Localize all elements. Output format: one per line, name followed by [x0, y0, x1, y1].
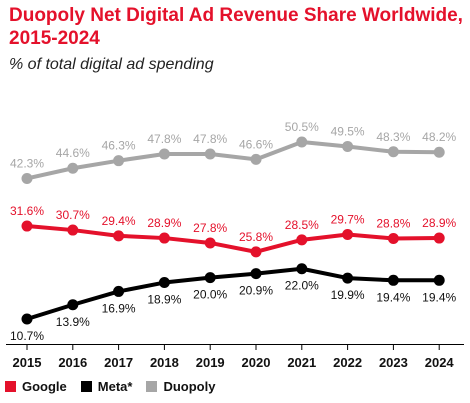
- data-label-meta: 16.9%: [102, 301, 136, 315]
- data-point-meta: [433, 274, 445, 286]
- data-label-duopoly: 50.5%: [285, 120, 319, 134]
- data-label-duopoly: 48.3%: [376, 130, 410, 144]
- data-point-google: [204, 237, 216, 249]
- data-label-duopoly: 47.8%: [193, 132, 227, 146]
- data-point-duopoly: [342, 140, 354, 152]
- data-label-google: 29.4%: [102, 214, 136, 228]
- data-point-meta: [67, 299, 79, 311]
- series-line-google: [25, 224, 442, 254]
- x-tick-label: 2023: [379, 355, 408, 370]
- data-point-google: [342, 229, 354, 241]
- legend-item-google: Google: [5, 379, 67, 394]
- data-point-meta: [387, 274, 399, 286]
- x-tick-label: 2022: [333, 355, 362, 370]
- x-tick-label: 2020: [242, 355, 271, 370]
- data-label-meta: 13.9%: [56, 315, 90, 329]
- data-label-meta: 19.9%: [331, 288, 365, 302]
- series-line-duopoly: [25, 140, 442, 181]
- x-tick-label: 2017: [104, 355, 133, 370]
- data-label-duopoly: 44.6%: [56, 146, 90, 160]
- data-label-duopoly: 46.6%: [239, 137, 273, 151]
- data-point-meta: [250, 268, 262, 280]
- data-label-google: 27.8%: [193, 221, 227, 235]
- data-label-meta: 10.7%: [10, 329, 44, 343]
- data-label-google: 29.7%: [331, 213, 365, 227]
- data-label-meta: 22.0%: [285, 279, 319, 293]
- data-label-google: 25.8%: [239, 230, 273, 244]
- chart-title: Duopoly Net Digital Ad Revenue Share Wor…: [9, 5, 463, 49]
- data-point-google: [250, 246, 262, 258]
- x-tick-label: 2019: [196, 355, 225, 370]
- x-axis: 2015 2016 2017 2018 2019 2020 2021 2022 2023 2024: [6, 344, 464, 370]
- data-point-meta: [21, 313, 33, 325]
- data-label-duopoly: 47.8%: [147, 132, 181, 146]
- data-label-google: 28.9%: [147, 216, 181, 230]
- data-point-google: [387, 233, 399, 245]
- legend-label-meta: Meta*: [97, 379, 133, 394]
- data-point-duopoly: [21, 172, 33, 184]
- data-point-duopoly: [67, 162, 79, 174]
- data-point-duopoly: [113, 155, 125, 167]
- data-label-duopoly: 48.2%: [422, 130, 456, 144]
- series-layer: 31.6% 30.7% 29.4% 28.9% 27.8% 25.8% 28.5% 29.7%…: [10, 120, 457, 343]
- data-point-duopoly: [433, 146, 445, 158]
- data-point-google: [158, 232, 170, 244]
- data-point-duopoly: [158, 148, 170, 160]
- data-label-duopoly: 46.3%: [102, 139, 136, 153]
- data-point-duopoly: [387, 146, 399, 158]
- data-label-google: 28.8%: [376, 217, 410, 231]
- data-label-meta: 20.9%: [239, 284, 273, 298]
- data-label-meta: 19.4%: [376, 290, 410, 304]
- data-label-google: 28.5%: [285, 218, 319, 232]
- legend: Google Meta* Duopoly: [5, 379, 229, 394]
- x-tick-label: 2024: [425, 355, 455, 370]
- data-point-meta: [113, 285, 125, 297]
- data-label-duopoly: 49.5%: [331, 124, 365, 138]
- data-label-duopoly: 42.3%: [10, 156, 44, 170]
- x-tick-label: 2015: [13, 355, 42, 370]
- data-label-meta: 18.9%: [147, 293, 181, 307]
- data-point-google: [21, 220, 33, 232]
- data-point-google: [113, 230, 125, 242]
- legend-label-google: Google: [22, 379, 67, 394]
- legend-swatch-google: [5, 381, 16, 392]
- data-label-google: 28.9%: [422, 216, 456, 230]
- chart-subtitle: % of total digital ad spending: [9, 56, 214, 73]
- x-tick-label: 2018: [150, 355, 179, 370]
- legend-item-duopoly: Duopoly: [146, 379, 215, 394]
- data-point-duopoly: [296, 136, 308, 148]
- series-line-meta: [25, 266, 442, 321]
- data-point-duopoly: [204, 148, 216, 160]
- legend-label-duopoly: Duopoly: [163, 379, 216, 394]
- data-label-google: 31.6%: [10, 204, 44, 218]
- data-label-meta: 20.0%: [193, 288, 227, 302]
- legend-swatch-meta: [80, 381, 92, 392]
- x-tick-label: 2016: [58, 355, 87, 370]
- data-point-meta: [342, 272, 354, 284]
- data-point-meta: [204, 272, 216, 284]
- data-point-google: [433, 232, 445, 244]
- x-tick-label: 2021: [287, 355, 316, 370]
- data-point-meta: [296, 263, 308, 275]
- data-label-meta: 19.4%: [422, 290, 456, 304]
- data-point-meta: [158, 277, 170, 289]
- data-point-google: [67, 224, 79, 236]
- legend-item-meta: Meta*: [80, 379, 133, 394]
- data-point-google: [296, 234, 308, 246]
- data-label-google: 30.7%: [56, 208, 90, 222]
- data-point-duopoly: [250, 153, 262, 165]
- legend-swatch-duopoly: [146, 381, 158, 392]
